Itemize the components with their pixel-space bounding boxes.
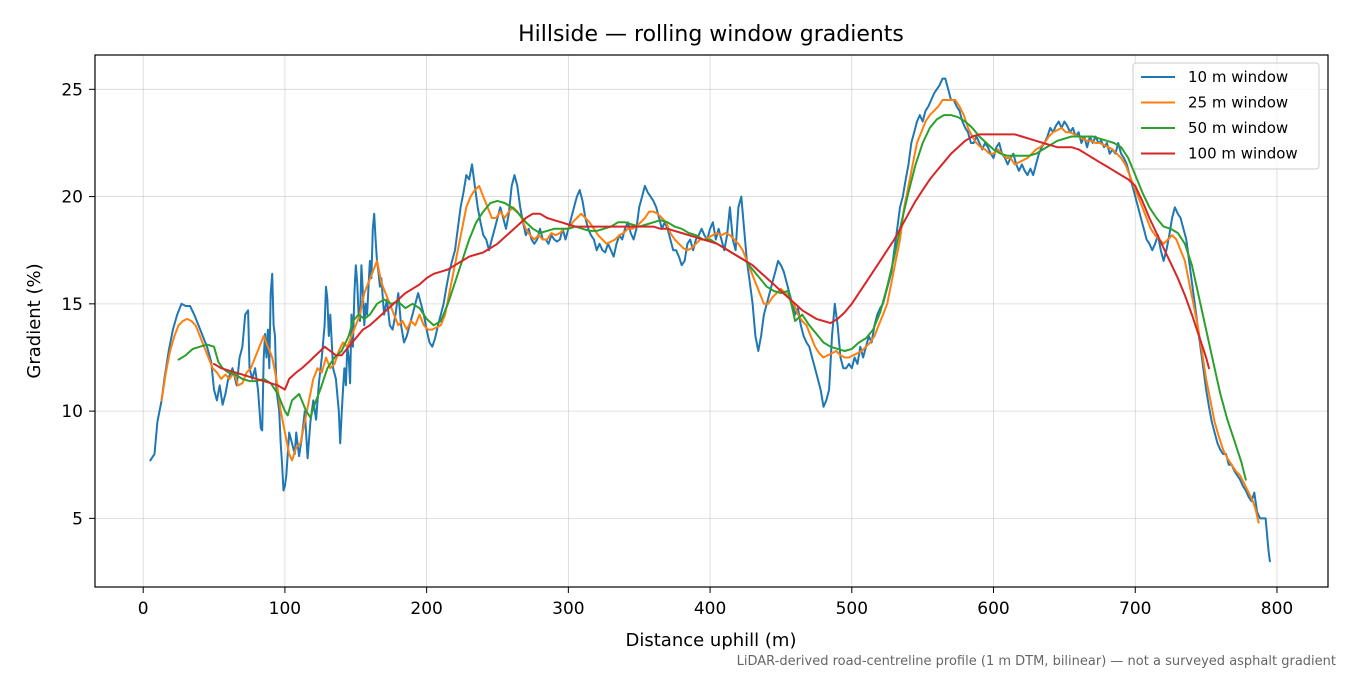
legend-box <box>1132 62 1320 170</box>
series-line-100-m-window <box>213 133 1210 391</box>
axis-ticks: 0 100 200 300 400 500 600 700 800 5 10 15 20 25 <box>61 80 1293 619</box>
x-axis-label: Distance uphill (m) <box>626 630 797 651</box>
x-tick-label: 700 <box>1119 599 1151 619</box>
y-tick-label: 15 <box>61 295 83 315</box>
plot-frame <box>94 54 1329 588</box>
x-tick-label: 800 <box>1261 599 1293 619</box>
legend-label-100-m-window: 100 m window <box>1188 145 1298 163</box>
x-tick-label: 500 <box>836 599 868 619</box>
legend-label-10-m-window: 10 m window <box>1188 68 1288 86</box>
x-tick-label: 400 <box>694 599 726 619</box>
footnote: LiDAR-derived road-centreline profile (1… <box>737 654 1336 669</box>
y-tick-label: 20 <box>61 188 83 208</box>
x-tick-label: 300 <box>552 599 584 619</box>
legend-label-25-m-window: 25 m window <box>1188 94 1288 112</box>
y-tick-label: 10 <box>61 402 83 422</box>
series-lines <box>149 77 1271 563</box>
x-tick-label: 600 <box>977 599 1009 619</box>
y-tick-label: 5 <box>72 509 83 529</box>
legend-label-50-m-window: 50 m window <box>1188 119 1288 137</box>
x-tick-label: 100 <box>269 599 301 619</box>
x-tick-label: 0 <box>138 599 149 619</box>
chart-title: Hillside — rolling window gradients <box>518 22 904 47</box>
y-tick-label: 25 <box>61 80 83 100</box>
legend: 10 m window 25 m window 50 m window 100 m w… <box>1132 62 1320 170</box>
y-axis-label: Gradient (%) <box>24 263 45 378</box>
x-tick-label: 200 <box>410 599 442 619</box>
